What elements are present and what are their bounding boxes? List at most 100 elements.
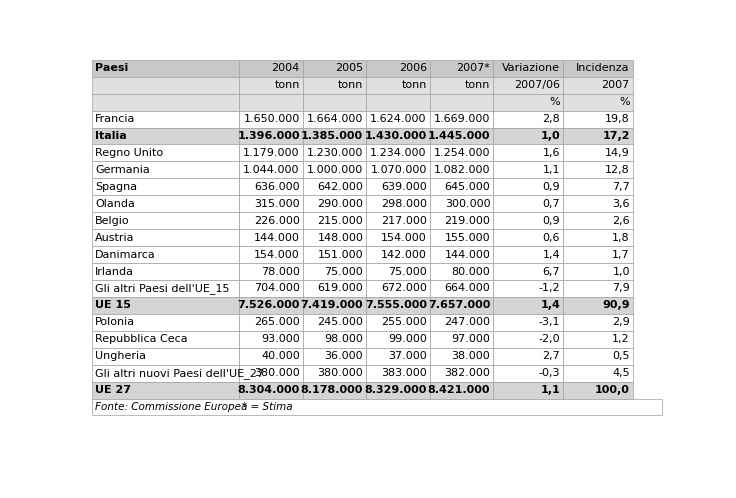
Text: 17,2: 17,2 — [602, 131, 630, 141]
Text: 19,8: 19,8 — [605, 114, 630, 124]
Bar — [563, 297, 633, 314]
Bar — [493, 212, 563, 229]
Text: 1,7: 1,7 — [612, 249, 630, 259]
Text: 7,7: 7,7 — [612, 182, 630, 192]
Bar — [239, 381, 302, 398]
Bar — [92, 297, 239, 314]
Text: 154.000: 154.000 — [254, 249, 300, 259]
Bar — [302, 280, 367, 297]
Text: -1,2: -1,2 — [539, 283, 560, 293]
Text: 2,9: 2,9 — [612, 317, 630, 327]
Bar — [239, 229, 302, 246]
Text: 0,7: 0,7 — [542, 199, 560, 209]
Bar — [430, 144, 493, 161]
Bar — [563, 212, 633, 229]
Text: 1.254.000: 1.254.000 — [434, 148, 490, 158]
Bar — [92, 263, 239, 280]
Bar — [367, 314, 430, 331]
Text: Gli altri Paesi dell'UE_15: Gli altri Paesi dell'UE_15 — [95, 283, 230, 294]
Bar — [430, 178, 493, 195]
Bar — [92, 212, 239, 229]
Bar — [493, 331, 563, 348]
Bar — [367, 111, 430, 127]
Bar — [239, 178, 302, 195]
Text: 12,8: 12,8 — [605, 165, 630, 175]
Text: Incidenza: Incidenza — [576, 63, 630, 73]
Bar — [563, 94, 633, 111]
Text: 4,5: 4,5 — [612, 368, 630, 378]
Text: 215.000: 215.000 — [317, 216, 364, 226]
Bar — [493, 365, 563, 381]
Text: Variazione: Variazione — [502, 63, 560, 73]
Bar — [563, 263, 633, 280]
Text: 154.000: 154.000 — [381, 233, 427, 243]
Bar — [430, 246, 493, 263]
Bar — [563, 161, 633, 178]
Text: tonn: tonn — [465, 80, 490, 90]
Bar — [302, 111, 367, 127]
Bar — [430, 348, 493, 365]
Bar — [367, 348, 430, 365]
Bar — [430, 77, 493, 94]
Bar — [367, 94, 430, 111]
Bar — [367, 331, 430, 348]
Text: Olanda: Olanda — [95, 199, 135, 209]
Bar — [367, 178, 430, 195]
Text: UE 27: UE 27 — [95, 385, 131, 395]
Text: 1.430.000: 1.430.000 — [364, 131, 427, 141]
Bar — [302, 365, 367, 381]
Text: 90,9: 90,9 — [602, 300, 630, 310]
Bar — [430, 127, 493, 144]
Text: 100,0: 100,0 — [595, 385, 630, 395]
Bar — [239, 94, 302, 111]
Bar — [239, 212, 302, 229]
Text: tonn: tonn — [275, 80, 300, 90]
Bar — [563, 246, 633, 263]
Bar — [302, 178, 367, 195]
Text: 97.000: 97.000 — [451, 334, 490, 344]
Text: 93.000: 93.000 — [261, 334, 300, 344]
Bar — [367, 381, 430, 398]
Text: 78.000: 78.000 — [261, 266, 300, 276]
Bar — [367, 60, 430, 77]
Text: 75.000: 75.000 — [325, 266, 364, 276]
Text: 1.234.000: 1.234.000 — [370, 148, 427, 158]
Text: 315.000: 315.000 — [254, 199, 300, 209]
Bar — [493, 111, 563, 127]
Bar — [92, 127, 239, 144]
Bar — [367, 280, 430, 297]
Bar — [239, 365, 302, 381]
Text: 2,8: 2,8 — [542, 114, 560, 124]
Text: 1.664.000: 1.664.000 — [307, 114, 364, 124]
Text: 6,7: 6,7 — [542, 266, 560, 276]
Text: 639.000: 639.000 — [381, 182, 427, 192]
Text: 1.070.000: 1.070.000 — [370, 165, 427, 175]
Text: -0,3: -0,3 — [539, 368, 560, 378]
Text: -2,0: -2,0 — [539, 334, 560, 344]
Text: 144.000: 144.000 — [254, 233, 300, 243]
Bar — [563, 365, 633, 381]
Text: 40.000: 40.000 — [261, 351, 300, 361]
Bar — [92, 314, 239, 331]
Bar — [239, 144, 302, 161]
Text: 80.000: 80.000 — [452, 266, 490, 276]
Text: 148.000: 148.000 — [317, 233, 364, 243]
Text: 0,9: 0,9 — [542, 216, 560, 226]
Text: 0,9: 0,9 — [542, 182, 560, 192]
Bar — [367, 212, 430, 229]
Bar — [239, 77, 302, 94]
Bar — [430, 297, 493, 314]
Bar — [367, 229, 430, 246]
Bar — [92, 60, 239, 77]
Text: 7.657.000: 7.657.000 — [428, 300, 490, 310]
Bar — [563, 280, 633, 297]
Bar — [493, 381, 563, 398]
Text: 298.000: 298.000 — [381, 199, 427, 209]
Bar — [430, 94, 493, 111]
Text: 38.000: 38.000 — [452, 351, 490, 361]
Text: 642.000: 642.000 — [317, 182, 364, 192]
Bar — [430, 111, 493, 127]
Bar — [430, 161, 493, 178]
Bar — [367, 127, 430, 144]
Text: 1.179.000: 1.179.000 — [243, 148, 300, 158]
